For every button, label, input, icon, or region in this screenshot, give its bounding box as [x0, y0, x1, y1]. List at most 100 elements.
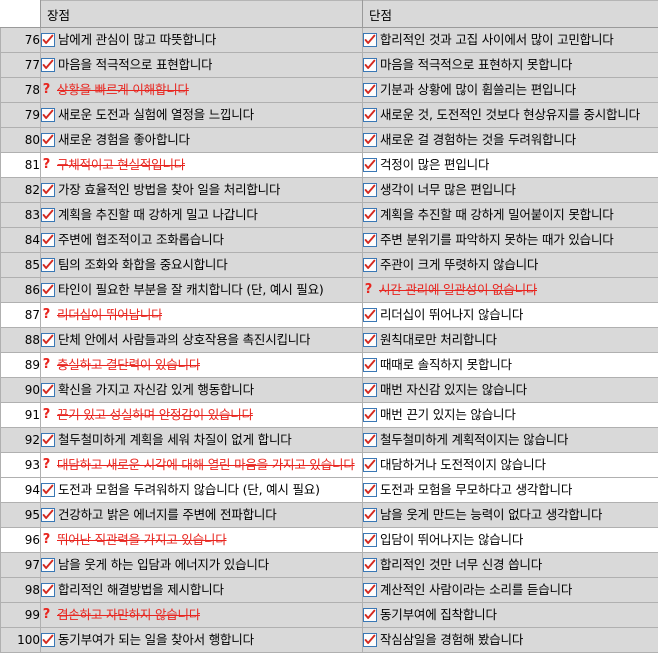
checkbox-checked-icon[interactable]: [363, 58, 377, 72]
pro-cell[interactable]: 확신을 가지고 자신감 있게 행동합니다: [41, 378, 363, 403]
checkbox-checked-icon[interactable]: [41, 33, 55, 47]
checkbox-checked-icon[interactable]: [363, 233, 377, 247]
checkbox-checked-icon[interactable]: [363, 583, 377, 597]
con-cell[interactable]: 리더십이 뛰어나지 않습니다: [363, 303, 658, 328]
checkbox-checked-icon[interactable]: [41, 333, 55, 347]
row-number-cell[interactable]: 99: [1, 603, 41, 628]
checkbox-checked-icon[interactable]: [41, 483, 55, 497]
row-number-cell[interactable]: 84: [1, 228, 41, 253]
checkbox-checked-icon[interactable]: [363, 183, 377, 197]
con-cell[interactable]: 합리적인 것과 고집 사이에서 많이 고민합니다: [363, 28, 658, 53]
pro-cell[interactable]: 남에게 관심이 많고 따뜻합니다: [41, 28, 363, 53]
pro-cell[interactable]: 건강하고 밝은 에너지를 주변에 전파합니다: [41, 503, 363, 528]
checkbox-checked-icon[interactable]: [363, 333, 377, 347]
checkbox-checked-icon[interactable]: [41, 583, 55, 597]
row-number-cell[interactable]: 83: [1, 203, 41, 228]
checkbox-checked-icon[interactable]: [363, 458, 377, 472]
checkbox-checked-icon[interactable]: [41, 383, 55, 397]
checkbox-checked-icon[interactable]: [363, 508, 377, 522]
row-number-cell[interactable]: 96: [1, 528, 41, 553]
con-cell[interactable]: 도전과 모험을 무모하다고 생각합니다: [363, 478, 658, 503]
con-cell[interactable]: 기분과 상황에 많이 휩쓸리는 편입니다: [363, 78, 658, 103]
row-number-cell[interactable]: 76: [1, 28, 41, 53]
row-number-cell[interactable]: 95: [1, 503, 41, 528]
checkbox-checked-icon[interactable]: [41, 558, 55, 572]
con-cell[interactable]: 합리적인 것만 너무 신경 씁니다: [363, 553, 658, 578]
row-number-cell[interactable]: 85: [1, 253, 41, 278]
con-cell[interactable]: 주관이 크게 뚜렷하지 않습니다: [363, 253, 658, 278]
pro-cell[interactable]: 단체 안에서 사람들과의 상호작용을 촉진시킵니다: [41, 328, 363, 353]
pro-cell[interactable]: 가장 효율적인 방법을 찾아 일을 처리합니다: [41, 178, 363, 203]
pro-cell[interactable]: 합리적인 해결방법을 제시합니다: [41, 578, 363, 603]
row-number-cell[interactable]: 79: [1, 103, 41, 128]
checkbox-checked-icon[interactable]: [363, 433, 377, 447]
con-cell[interactable]: 원칙대로만 처리합니다: [363, 328, 658, 353]
checkbox-checked-icon[interactable]: [363, 308, 377, 322]
checkbox-checked-icon[interactable]: [363, 258, 377, 272]
row-number-cell[interactable]: 78: [1, 78, 41, 103]
con-cell[interactable]: 동기부여에 집착합니다: [363, 603, 658, 628]
pro-cell[interactable]: 마음을 적극적으로 표현합니다: [41, 53, 363, 78]
pro-cell[interactable]: ?상황을 빠르게 이해합니다: [41, 78, 363, 103]
pro-cell[interactable]: 계획을 추진할 때 강하게 밀고 나갑니다: [41, 203, 363, 228]
row-number-cell[interactable]: 90: [1, 378, 41, 403]
con-cell[interactable]: 때때로 솔직하지 못합니다: [363, 353, 658, 378]
row-number-cell[interactable]: 97: [1, 553, 41, 578]
checkbox-checked-icon[interactable]: [41, 233, 55, 247]
checkbox-checked-icon[interactable]: [41, 58, 55, 72]
checkbox-checked-icon[interactable]: [363, 633, 377, 647]
row-number-cell[interactable]: 98: [1, 578, 41, 603]
pro-cell[interactable]: ?겸손하고 자만하지 않습니다: [41, 603, 363, 628]
checkbox-checked-icon[interactable]: [363, 208, 377, 222]
row-number-cell[interactable]: 88: [1, 328, 41, 353]
checkbox-checked-icon[interactable]: [363, 33, 377, 47]
row-number-cell[interactable]: 94: [1, 478, 41, 503]
pro-cell[interactable]: 타인이 필요한 부분을 잘 캐치합니다 (단, 예시 필요): [41, 278, 363, 303]
con-cell[interactable]: ?시간 관리에 일관성이 없습니다: [363, 278, 658, 303]
pro-cell[interactable]: ?리더십이 뛰어납니다: [41, 303, 363, 328]
checkbox-checked-icon[interactable]: [363, 483, 377, 497]
row-number-cell[interactable]: 80: [1, 128, 41, 153]
checkbox-checked-icon[interactable]: [363, 133, 377, 147]
row-number-cell[interactable]: 86: [1, 278, 41, 303]
pro-cell[interactable]: 팀의 조화와 화합을 중요시합니다: [41, 253, 363, 278]
con-cell[interactable]: 걱정이 많은 편입니다: [363, 153, 658, 178]
pro-cell[interactable]: 남을 웃게 하는 입담과 에너지가 있습니다: [41, 553, 363, 578]
checkbox-checked-icon[interactable]: [363, 558, 377, 572]
row-number-cell[interactable]: 82: [1, 178, 41, 203]
pro-cell[interactable]: 새로운 경험을 좋아합니다: [41, 128, 363, 153]
checkbox-checked-icon[interactable]: [41, 258, 55, 272]
row-number-cell[interactable]: 89: [1, 353, 41, 378]
con-cell[interactable]: 남을 웃게 만드는 능력이 없다고 생각합니다: [363, 503, 658, 528]
con-cell[interactable]: 입담이 뛰어나지는 않습니다: [363, 528, 658, 553]
con-cell[interactable]: 매번 자신감 있지는 않습니다: [363, 378, 658, 403]
pro-cell[interactable]: 철두철미하게 계획을 세워 차질이 없게 합니다: [41, 428, 363, 453]
con-cell[interactable]: 매번 끈기 있지는 않습니다: [363, 403, 658, 428]
pro-cell[interactable]: ?구체적이고 현실적입니다: [41, 153, 363, 178]
pro-cell[interactable]: 새로운 도전과 실험에 열정을 느낍니다: [41, 103, 363, 128]
checkbox-checked-icon[interactable]: [363, 358, 377, 372]
checkbox-checked-icon[interactable]: [363, 158, 377, 172]
con-cell[interactable]: 철두철미하게 계획적이지는 않습니다: [363, 428, 658, 453]
pro-cell[interactable]: ?끈기 있고 성실하며 안정감이 있습니다: [41, 403, 363, 428]
pro-cell[interactable]: 주변에 협조적이고 조화롭습니다: [41, 228, 363, 253]
pro-cell[interactable]: ?뛰어난 직관력을 가지고 있습니다: [41, 528, 363, 553]
checkbox-checked-icon[interactable]: [41, 208, 55, 222]
